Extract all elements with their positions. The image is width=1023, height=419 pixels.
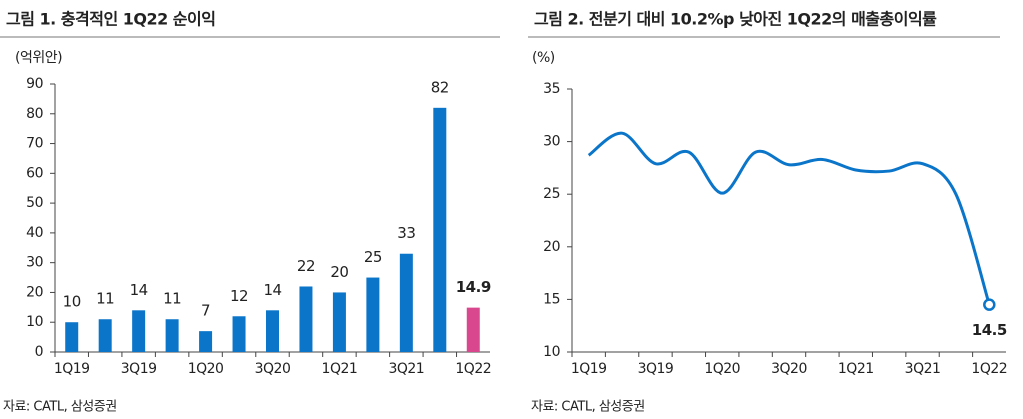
bar xyxy=(466,307,480,352)
bar xyxy=(199,331,213,352)
x-tick-label: 3Q19 xyxy=(638,361,674,377)
y-tick-label: 10 xyxy=(26,314,43,330)
data-label: 11 xyxy=(163,290,181,308)
y-axis-unit: (%) xyxy=(532,50,555,66)
y-tick-label: 50 xyxy=(26,195,43,211)
data-label: 14.9 xyxy=(456,278,491,296)
x-tick-label: 1Q21 xyxy=(838,361,874,377)
data-label: 20 xyxy=(330,263,348,281)
x-tick-label: 3Q21 xyxy=(905,361,941,377)
y-tick-label: 80 xyxy=(26,106,43,122)
data-label: 14.5 xyxy=(972,321,1007,339)
y-tick-label: 35 xyxy=(543,81,560,97)
x-tick-label: 1Q19 xyxy=(571,361,607,377)
data-label: 11 xyxy=(96,290,114,308)
y-tick-label: 30 xyxy=(26,255,43,271)
x-tick-label: 1Q20 xyxy=(704,361,740,377)
chart-title: 그림 2. 전분기 대비 10.2%p 낮아진 1Q22의 매출총이익률 xyxy=(534,10,937,29)
data-label: 14 xyxy=(263,281,281,299)
data-label: 10 xyxy=(63,293,81,311)
x-tick-label: 1Q22 xyxy=(455,361,491,377)
bar xyxy=(299,286,313,352)
data-label: 33 xyxy=(397,224,415,242)
chart-title: 그림 1. 충격적인 1Q22 순이익 xyxy=(6,10,215,29)
bar xyxy=(98,319,112,352)
y-tick-label: 0 xyxy=(35,344,43,360)
x-tick-label: 3Q19 xyxy=(121,361,157,377)
end-marker xyxy=(983,298,996,311)
bar xyxy=(332,292,346,352)
y-tick-label: 70 xyxy=(26,136,43,152)
y-tick-label: 40 xyxy=(26,225,43,241)
x-tick-label: 3Q20 xyxy=(771,361,807,377)
data-label: 22 xyxy=(297,257,315,275)
bar xyxy=(399,253,413,352)
data-label: 7 xyxy=(201,302,210,320)
x-tick-label: 1Q21 xyxy=(322,361,358,377)
x-tick-label: 3Q21 xyxy=(388,361,424,377)
data-label: 82 xyxy=(431,78,449,96)
bar xyxy=(366,277,380,352)
y-tick-label: 60 xyxy=(26,165,43,181)
source: 자료: CATL, 삼성증권 xyxy=(531,400,645,415)
data-label: 12 xyxy=(230,287,248,305)
source: 자료: CATL, 삼성증권 xyxy=(3,400,117,415)
x-tick-label: 1Q20 xyxy=(188,361,224,377)
bar xyxy=(433,107,447,352)
x-tick-label: 1Q22 xyxy=(971,361,1007,377)
data-label: 25 xyxy=(364,248,382,266)
line xyxy=(587,131,991,306)
y-tick-label: 25 xyxy=(543,186,560,202)
bar xyxy=(165,319,179,352)
bar xyxy=(132,310,146,352)
y-tick-label: 20 xyxy=(543,239,560,255)
y-tick-label: 10 xyxy=(543,344,560,360)
y-tick-label: 15 xyxy=(543,291,560,307)
bar xyxy=(65,322,79,352)
y-tick-label: 20 xyxy=(26,284,43,300)
data-label: 14 xyxy=(130,281,148,299)
x-tick-label: 1Q19 xyxy=(54,361,90,377)
y-tick-label: 90 xyxy=(26,76,43,92)
y-tick-label: 30 xyxy=(543,134,560,150)
x-tick-label: 3Q20 xyxy=(255,361,291,377)
bar xyxy=(232,316,246,352)
bar xyxy=(266,310,279,352)
y-axis-unit: (억위안) xyxy=(15,50,62,66)
